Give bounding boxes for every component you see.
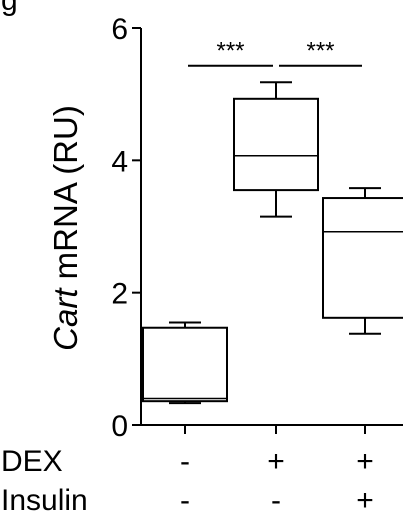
iqr-box	[233, 97, 319, 192]
significance-brackets: *** ***	[188, 38, 362, 67]
box-group	[142, 321, 228, 405]
condition-mark: +	[267, 445, 285, 478]
panel-letter: g	[1, 0, 18, 17]
condition-mark: -	[180, 484, 190, 517]
y-axis-label-italic: Cart	[47, 287, 84, 351]
iqr-box	[322, 197, 403, 319]
box-plot: Cart mRNA (RU) 0 2 4 6 *** ***	[47, 13, 403, 440]
axes: 0 2 4 6	[111, 13, 403, 440]
y-axis-label: Cart mRNA (RU)	[47, 105, 84, 351]
boxes	[142, 81, 403, 405]
condition-mark: +	[356, 445, 374, 478]
y-tick-label: 0	[111, 410, 128, 440]
condition-mark: -	[271, 484, 281, 517]
significance-label: ***	[306, 38, 334, 65]
y-axis-label-rest: mRNA (RU)	[47, 105, 84, 288]
significance-label: ***	[216, 38, 244, 65]
y-tick-label: 6	[111, 13, 128, 46]
condition-mark: -	[180, 445, 190, 478]
y-tick-label: 4	[111, 145, 128, 178]
box-group	[233, 81, 319, 218]
y-tick-label: 2	[111, 278, 128, 311]
condition-mark: +	[356, 484, 374, 517]
iqr-box	[142, 326, 228, 403]
condition-row-label: Insulin	[1, 484, 88, 517]
condition-row-label: DEX	[1, 445, 63, 478]
box-group	[322, 187, 403, 335]
